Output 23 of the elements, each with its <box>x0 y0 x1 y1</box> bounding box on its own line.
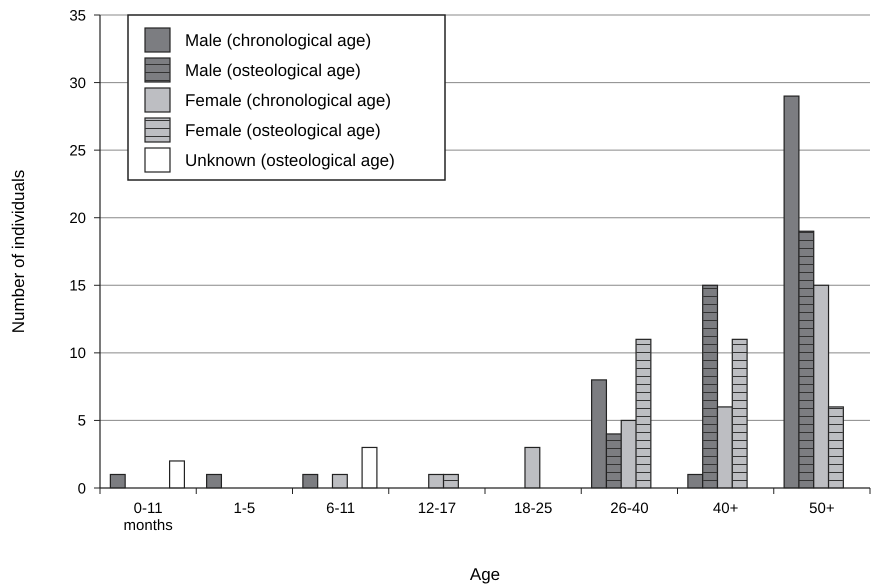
x-tick-label: 1-5 <box>234 500 256 517</box>
x-tick-label: 12-17 <box>418 500 456 517</box>
x-tick-label: 6-11 <box>326 500 356 517</box>
y-tick-label: 35 <box>69 7 86 24</box>
x-tick-label: 18-25 <box>514 500 552 517</box>
y-axis-title: Number of individuals <box>9 170 28 334</box>
x-tick-label: 26-40 <box>610 500 649 517</box>
legend-label: Unknown (osteological age) <box>185 150 395 170</box>
x-axis-title: Age <box>470 565 500 584</box>
y-tick-label: 0 <box>78 480 86 498</box>
legend-label: Male (chronological age) <box>185 30 372 50</box>
y-tick-label: 15 <box>69 278 86 295</box>
y-tick-label: 20 <box>69 210 86 227</box>
legend-label: Female (osteological age) <box>185 120 381 140</box>
legend-label: Female (chronological age) <box>185 90 391 110</box>
legend-label: Male (osteological age) <box>185 60 361 80</box>
y-tick-label: 10 <box>69 345 86 362</box>
x-tick-label: 50+ <box>809 500 835 517</box>
y-tick-label: 25 <box>69 142 86 160</box>
y-tick-label: 5 <box>78 412 86 430</box>
x-tick-label: 0-11 months <box>124 500 173 534</box>
y-tick-label: 30 <box>69 74 86 92</box>
x-tick-label: 40+ <box>712 500 739 517</box>
